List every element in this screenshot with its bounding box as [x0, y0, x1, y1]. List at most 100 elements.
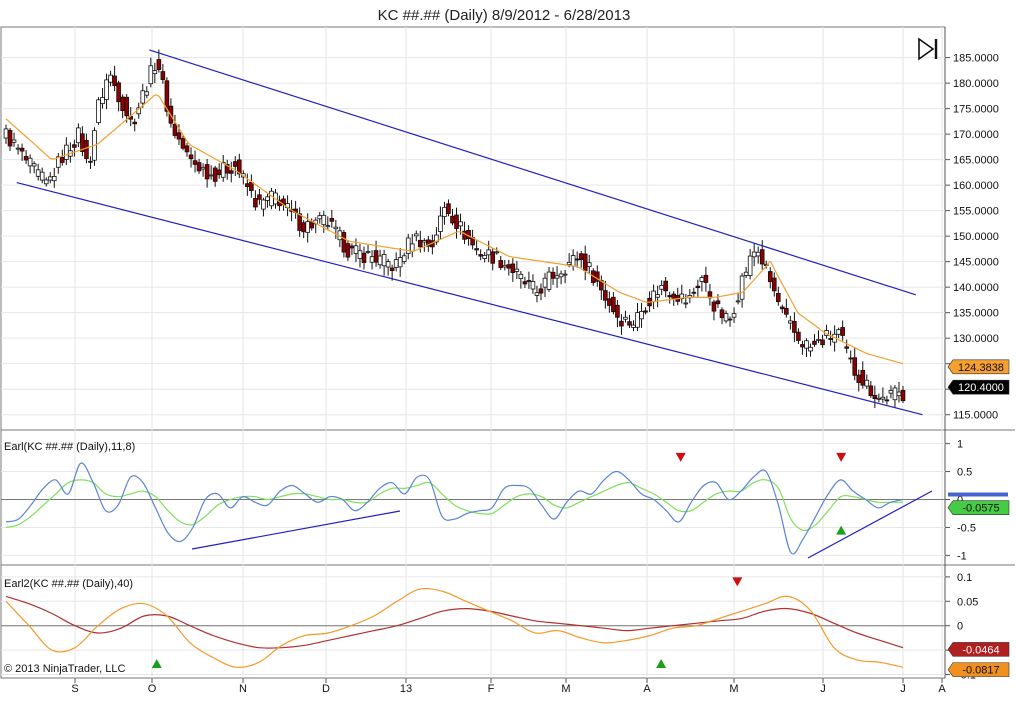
candle-body	[305, 221, 310, 233]
candle-body	[200, 166, 206, 170]
candle-body	[603, 290, 608, 301]
candle	[413, 230, 419, 242]
y-tick-label: 155.0000	[953, 206, 999, 218]
chart-title: KC ##.## (Daily) 8/9/2012 - 6/28/2013	[378, 7, 631, 24]
candle-body	[582, 253, 588, 272]
candle-body	[184, 145, 190, 153]
candle-body	[349, 245, 355, 249]
candle-body	[321, 214, 327, 226]
earl-fast-line	[5, 462, 904, 555]
candle	[180, 135, 186, 151]
candle-body	[116, 82, 121, 103]
x-tick-label: A	[643, 683, 651, 695]
play-icon[interactable]	[918, 37, 938, 61]
candle	[224, 159, 230, 180]
candle-body	[788, 320, 793, 324]
candle-body	[39, 171, 45, 181]
candle-body	[522, 281, 528, 285]
candle-body	[780, 306, 785, 310]
candle	[297, 207, 302, 237]
candle-body	[755, 251, 761, 257]
candle	[562, 269, 568, 284]
candle-body	[767, 271, 773, 283]
candle-body	[759, 249, 765, 265]
earl-panel-title: Earl(KC ##.## (Daily),11,8)	[4, 441, 135, 453]
candle	[204, 158, 210, 188]
candle-body	[64, 144, 69, 160]
candle	[188, 147, 194, 168]
candle	[365, 244, 371, 254]
candle-body	[848, 357, 854, 360]
candle	[11, 132, 17, 147]
candle-body	[232, 161, 238, 167]
candle	[88, 156, 93, 169]
candle-body	[868, 385, 874, 396]
candle-body	[188, 154, 194, 160]
candle-body	[631, 324, 636, 328]
candle-body	[325, 225, 331, 228]
candle-body	[900, 389, 906, 402]
y-tick-label: 0.05	[957, 596, 978, 608]
candle	[104, 73, 109, 110]
candle	[144, 86, 150, 99]
candle	[739, 273, 745, 308]
candle-body	[216, 169, 222, 176]
candle	[860, 361, 866, 389]
candle	[345, 240, 351, 261]
candle-body	[562, 273, 568, 276]
candle	[72, 139, 77, 157]
candle-body	[152, 70, 158, 75]
candle-body	[667, 295, 672, 298]
candle-body	[719, 309, 725, 318]
candle	[820, 334, 825, 348]
signal-up-marker	[656, 659, 667, 668]
candle-body	[804, 340, 809, 349]
candle-body	[369, 256, 375, 263]
x-axis: S O N D 13 F M A M J J A	[71, 678, 946, 695]
candle	[611, 292, 616, 315]
candle	[776, 286, 781, 306]
signal-up-marker	[836, 525, 847, 535]
candle-body	[108, 74, 113, 83]
grid	[1, 27, 950, 430]
candle-body	[828, 338, 833, 340]
candle	[60, 149, 65, 166]
earl2-fast-value-tag-text: -0.0817	[962, 665, 999, 677]
candle	[228, 161, 234, 183]
candle-body	[586, 262, 592, 268]
candle-body	[836, 329, 841, 335]
candle	[418, 230, 423, 253]
candle-body	[446, 203, 451, 214]
candle-body	[104, 79, 109, 100]
candle	[43, 177, 49, 187]
ma-value-tag: 124.3838	[947, 359, 1010, 375]
candle	[796, 328, 801, 345]
candle-body	[695, 285, 701, 289]
candle-body	[558, 273, 564, 278]
candle-body	[333, 226, 339, 230]
candle-body	[204, 164, 210, 180]
candle-body	[253, 198, 258, 208]
price-value-tag-text: 120.4000	[958, 382, 1004, 394]
candle-body	[309, 221, 315, 229]
candle-body	[651, 290, 656, 303]
candle-body	[840, 327, 845, 336]
candle-body	[800, 344, 805, 348]
candle-body	[120, 96, 125, 112]
candle	[19, 143, 25, 161]
x-tick-label: F	[488, 683, 495, 695]
candle	[691, 287, 697, 298]
candle-body	[317, 215, 323, 220]
candle	[627, 314, 632, 329]
channel-trendline	[149, 49, 916, 296]
y-tick-label: 115.0000	[953, 410, 998, 422]
candle-body	[124, 96, 129, 117]
candle-body	[510, 263, 516, 273]
earl2-fast-value-tag: -0.0817	[947, 662, 1010, 677]
candle	[530, 274, 536, 294]
candle-body	[820, 339, 825, 346]
candle	[623, 310, 628, 323]
candle-body	[715, 300, 721, 305]
candle-body	[84, 140, 89, 159]
